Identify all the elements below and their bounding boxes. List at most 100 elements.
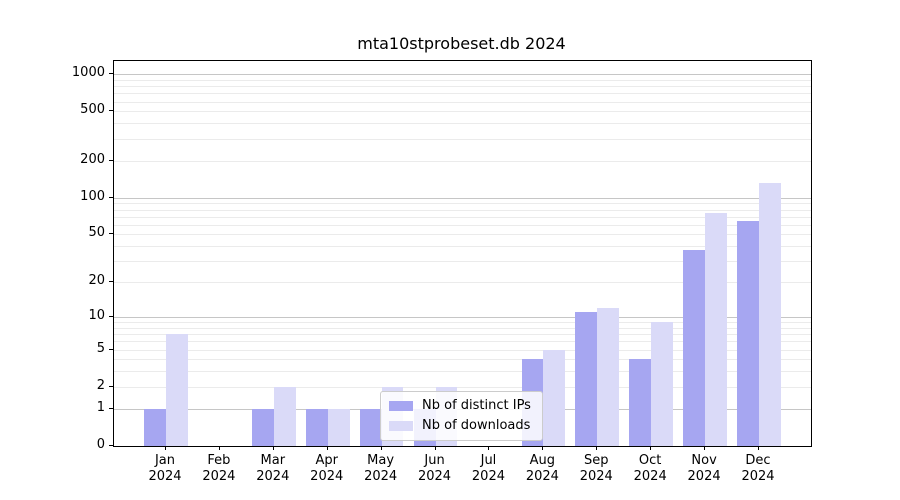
y-tick-5	[109, 348, 113, 350]
x-tick-dec	[758, 446, 759, 450]
gridline-minor-700	[114, 93, 811, 95]
y-tick-label-5: 5	[96, 340, 105, 356]
y-tick-label-1000: 1000	[71, 65, 105, 81]
y-tick-500	[109, 110, 113, 112]
y-tick-200	[109, 159, 113, 161]
y-tick-label-100: 100	[80, 188, 105, 204]
bar-nb-of-downloads-oct	[651, 322, 673, 446]
bar-nb-of-distinct-ips-oct	[629, 359, 652, 446]
gridline-minor-2	[114, 386, 811, 388]
bar-nb-of-distinct-ips-nov	[683, 250, 706, 446]
gridline-minor-90	[114, 203, 811, 205]
y-tick-2	[109, 385, 113, 387]
x-tick-label-may: May 2024	[349, 453, 413, 484]
y-tick-1000	[109, 73, 113, 75]
x-tick-sublabel-jun: 2024	[417, 468, 452, 484]
legend-item-distinct-ips: Nb of distinct IPs	[389, 398, 531, 413]
x-tick-label-apr: Apr 2024	[295, 453, 359, 484]
y-tick-label-20: 20	[88, 273, 105, 289]
gridline-minor-40	[114, 246, 811, 248]
x-tick-sublabel-nov: 2024	[687, 468, 721, 484]
gridline-minor-800	[114, 86, 811, 88]
x-tick-sublabel-jul: 2024	[471, 468, 505, 484]
bar-nb-of-distinct-ips-sep	[575, 312, 598, 446]
x-tick-feb	[218, 446, 220, 450]
x-tick-sublabel-may: 2024	[364, 468, 398, 484]
gridline-minor-20	[114, 282, 811, 284]
bar-nb-of-downloads-aug	[543, 349, 566, 446]
x-tick-sublabel-mar: 2024	[256, 468, 290, 484]
gridline-minor-8	[114, 327, 811, 329]
x-tick-sublabel-jan: 2024	[148, 468, 182, 484]
gridline-minor-300	[114, 138, 811, 140]
bar-nb-of-distinct-ips-apr	[305, 408, 328, 446]
gridline-major-10	[114, 316, 811, 318]
x-tick-nov	[704, 446, 706, 450]
x-tick-apr	[326, 446, 328, 450]
y-tick-label-50: 50	[88, 225, 105, 241]
y-tick-label-200: 200	[80, 151, 105, 167]
bar-nb-of-downloads-apr	[327, 408, 350, 446]
x-tick-label-feb: Feb 2024	[187, 453, 251, 484]
y-tick-1	[109, 407, 113, 409]
bar-nb-of-downloads-jan	[166, 334, 188, 446]
x-tick-sublabel-aug: 2024	[525, 468, 559, 484]
legend-swatch-distinct-ips-icon	[389, 400, 413, 411]
y-tick-label-500: 500	[80, 102, 105, 118]
x-tick-mar	[272, 446, 274, 450]
gridline-minor-500	[114, 111, 811, 113]
y-tick-label-10: 10	[88, 307, 105, 323]
bar-nb-of-distinct-ips-dec	[737, 220, 759, 446]
y-tick-label-1: 1	[96, 399, 105, 415]
legend-label-distinct-ips: Nb of distinct IPs	[422, 398, 531, 413]
gridline-minor-3	[114, 371, 811, 373]
legend-swatch-downloads-icon	[389, 420, 413, 431]
bar-nb-of-downloads-mar	[273, 386, 296, 446]
gridline-minor-200	[114, 160, 811, 162]
gridline-minor-30	[114, 261, 811, 263]
x-tick-oct	[650, 446, 652, 450]
x-tick-sublabel-oct: 2024	[633, 468, 667, 484]
x-tick-may	[380, 446, 382, 450]
x-tick-jul	[488, 446, 490, 450]
x-tick-label-nov: Nov 2024	[672, 453, 736, 484]
gridline-minor-9	[114, 322, 811, 324]
x-tick-label-mar: Mar 2024	[241, 453, 305, 484]
x-tick-sublabel-feb: 2024	[202, 468, 236, 484]
gridline-minor-600	[114, 101, 811, 103]
bar-nb-of-downloads-sep	[597, 307, 620, 446]
gridline-minor-70	[114, 216, 811, 218]
legend-label-downloads: Nb of downloads	[422, 418, 531, 433]
gridline-minor-900	[114, 79, 811, 81]
y-tick-50	[109, 233, 113, 235]
y-tick-label-2: 2	[96, 377, 105, 393]
x-tick-sublabel-apr: 2024	[310, 468, 344, 484]
x-tick-aug	[542, 446, 544, 450]
gridline-minor-7	[114, 334, 811, 336]
x-tick-jun	[434, 446, 436, 450]
gridline-minor-4	[114, 359, 811, 361]
gridline-minor-60	[114, 224, 811, 226]
x-tick-sublabel-sep: 2024	[579, 468, 613, 484]
y-tick-100	[109, 196, 113, 198]
plot-area	[113, 60, 812, 447]
bar-nb-of-distinct-ips-mar	[252, 408, 274, 446]
gridline-minor-6	[114, 341, 811, 343]
y-tick-10	[109, 315, 113, 317]
x-tick-sep	[596, 446, 598, 450]
x-tick-jan	[165, 446, 166, 450]
bar-nb-of-downloads-nov	[705, 212, 727, 446]
y-tick-label-0: 0	[96, 437, 105, 452]
x-tick-label-jan: Jan 2024	[133, 453, 197, 484]
bar-nb-of-distinct-ips-may	[359, 408, 382, 446]
legend: Nb of distinct IPs Nb of downloads	[380, 391, 543, 441]
gridline-minor-50	[114, 234, 811, 236]
gridline-minor-5	[114, 349, 811, 351]
gridline-minor-80	[114, 209, 811, 211]
legend-item-downloads: Nb of downloads	[389, 418, 531, 433]
gridline-major-100	[114, 197, 811, 199]
gridline-minor-400	[114, 123, 811, 125]
x-tick-label-jun: Jun 2024	[403, 453, 467, 484]
y-tick-20	[109, 281, 113, 283]
